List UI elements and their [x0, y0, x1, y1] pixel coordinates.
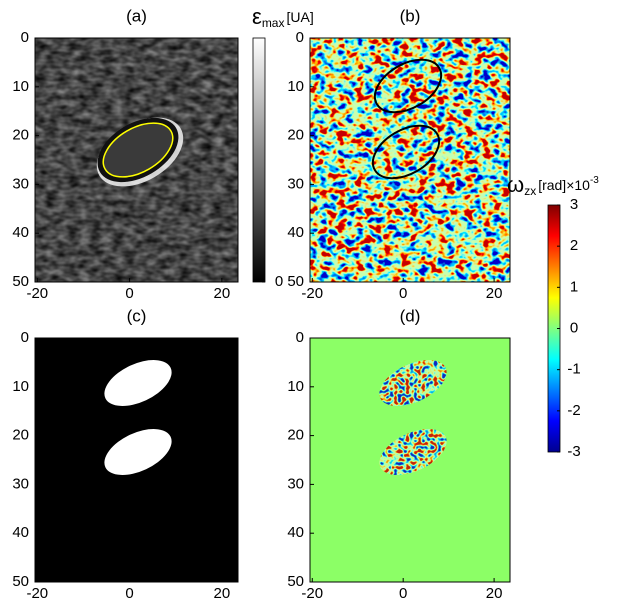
- axes-frame: [309, 37, 511, 283]
- x-tick-label: 0: [125, 285, 133, 302]
- image-d: [310, 338, 510, 582]
- y-tick-label: 30: [287, 475, 304, 492]
- colorbar-tick-label: 0: [570, 319, 578, 336]
- y-tick-label: 10: [287, 78, 304, 95]
- y-tick-label: 10: [12, 78, 29, 95]
- y-tick-label: 20: [12, 127, 29, 144]
- y-tick-label: 0: [296, 329, 304, 346]
- axes-frame: [34, 337, 239, 583]
- x-tick-label: -20: [26, 585, 48, 602]
- colorbar-tick-label: -1: [567, 361, 580, 378]
- x-tick-label: 0: [399, 585, 407, 602]
- colorbar-unit: [rad]×10: [538, 177, 590, 193]
- colorbar-tick-label: 3: [570, 196, 578, 213]
- colorbar-superscript: -3: [590, 175, 599, 186]
- panel-title: (b): [400, 6, 421, 25]
- colorbar-tick-label: 0: [275, 273, 283, 290]
- y-tick-label: 40: [287, 524, 304, 541]
- y-tick-label: 0: [21, 329, 29, 346]
- image-a: [35, 38, 238, 282]
- x-tick-label: 20: [486, 285, 503, 302]
- colorbar-tick-label: -2: [567, 402, 580, 419]
- y-tick-label: 20: [287, 427, 304, 444]
- x-tick-label: -20: [301, 285, 323, 302]
- colorbar-tick-label: 1: [570, 278, 578, 295]
- colorbar-label: εmax [UA]: [252, 4, 314, 30]
- panel-title: (c): [127, 306, 147, 325]
- colorbar: [252, 37, 266, 283]
- axes-frame: [34, 37, 239, 283]
- y-tick-label: 50: [287, 273, 304, 290]
- y-tick-label: 40: [12, 524, 29, 541]
- y-tick-label: 0: [296, 29, 304, 46]
- y-tick-label: 30: [12, 175, 29, 192]
- colorbar-unit: [UA]: [286, 9, 313, 25]
- image-b: [310, 38, 510, 282]
- y-tick-label: 10: [12, 378, 29, 395]
- x-tick-label: 0: [399, 285, 407, 302]
- colorbar-label: ωzx [rad]×10-3: [507, 172, 599, 198]
- colorbar-subscript: zx: [524, 184, 536, 198]
- y-tick-label: 50: [287, 573, 304, 590]
- y-tick-label: 10: [287, 378, 304, 395]
- y-tick-label: 40: [287, 224, 304, 241]
- y-tick-label: 20: [12, 427, 29, 444]
- y-tick-label: 30: [12, 475, 29, 492]
- x-tick-label: 20: [214, 585, 231, 602]
- colorbar-subscript: max: [262, 16, 285, 30]
- y-tick-label: 30: [287, 175, 304, 192]
- image-c: [35, 338, 238, 582]
- x-tick-label: 0: [125, 585, 133, 602]
- y-tick-label: 50: [12, 573, 29, 590]
- x-tick-label: -20: [26, 285, 48, 302]
- y-tick-label: 0: [21, 29, 29, 46]
- y-tick-label: 50: [12, 273, 29, 290]
- x-tick-label: 20: [486, 585, 503, 602]
- colorbar-symbol: ω: [507, 172, 524, 197]
- colorbar-tick-label: 2: [570, 237, 578, 254]
- panel-title: (d): [400, 306, 421, 325]
- colorbar-symbol: ε: [252, 4, 262, 29]
- colorbar-tick-label: -3: [567, 443, 580, 460]
- axes-frame: [309, 337, 511, 583]
- y-tick-label: 20: [287, 127, 304, 144]
- y-tick-label: 40: [12, 224, 29, 241]
- x-tick-label: 20: [214, 285, 231, 302]
- panel-title: (a): [126, 6, 147, 25]
- x-tick-label: -20: [301, 585, 323, 602]
